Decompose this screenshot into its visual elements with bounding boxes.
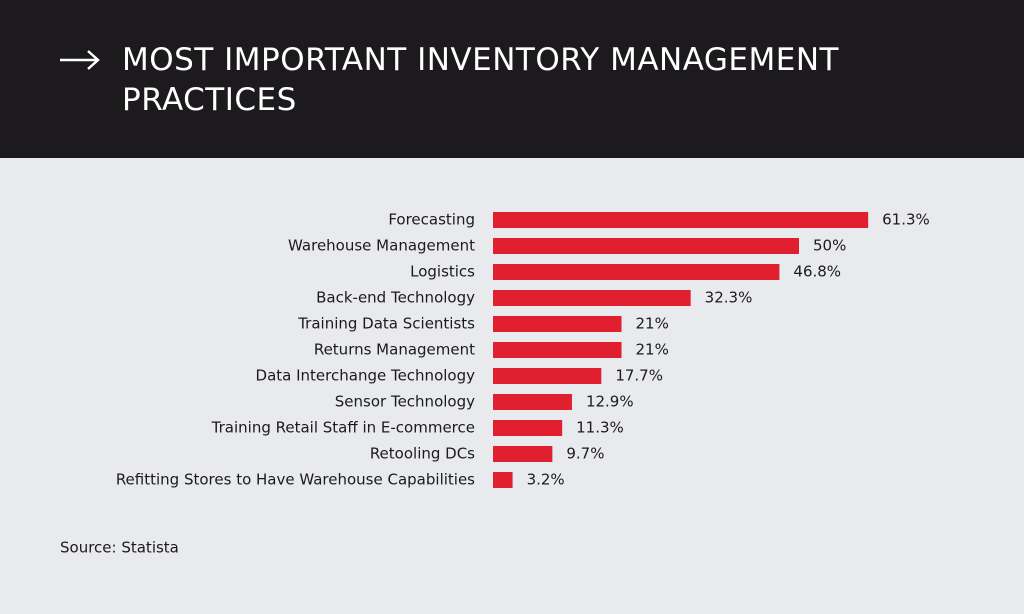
category-label: Warehouse Management <box>288 237 475 255</box>
value-label: 12.9% <box>586 393 634 411</box>
source-note: Source: Statista <box>60 539 179 557</box>
category-label: Data Interchange Technology <box>256 367 476 385</box>
chart: Forecasting 61.3% Warehouse Management 50% L… <box>60 211 930 557</box>
value-label: 50% <box>813 237 846 255</box>
bar <box>493 264 780 280</box>
arrow-icon <box>60 50 100 70</box>
bar <box>493 212 869 228</box>
bar <box>493 316 622 332</box>
category-label: Sensor Technology <box>335 393 475 411</box>
bar <box>493 472 513 488</box>
bar <box>493 446 553 462</box>
value-label: 21% <box>636 315 669 333</box>
value-label: 32.3% <box>705 289 753 307</box>
category-label: Back-end Technology <box>316 289 475 307</box>
category-label: Retooling DCs <box>370 445 475 463</box>
category-label: Logistics <box>410 263 475 281</box>
category-label: Training Data Scientists <box>297 315 475 333</box>
value-label: 46.8% <box>793 263 841 281</box>
value-label: 61.3% <box>882 211 930 229</box>
value-label: 3.2% <box>527 471 565 489</box>
bar <box>493 342 622 358</box>
header: MOST IMPORTANT INVENTORY MANAGEMENT PRAC… <box>0 0 1024 158</box>
category-label: Training Retail Staff in E-commerce <box>211 419 475 437</box>
value-label: 17.7% <box>615 367 663 385</box>
bar <box>493 290 691 306</box>
category-label: Refitting Stores to Have Warehouse Capab… <box>116 471 475 489</box>
value-label: 11.3% <box>576 419 624 437</box>
bar <box>493 368 602 384</box>
category-label: Forecasting <box>388 211 475 229</box>
bar <box>493 238 799 254</box>
chart-title: MOST IMPORTANT INVENTORY MANAGEMENT PRAC… <box>122 42 839 118</box>
value-label: 9.7% <box>566 445 604 463</box>
category-label: Returns Management <box>314 341 475 359</box>
bar <box>493 394 572 410</box>
bar <box>493 420 563 436</box>
value-label: 21% <box>636 341 669 359</box>
